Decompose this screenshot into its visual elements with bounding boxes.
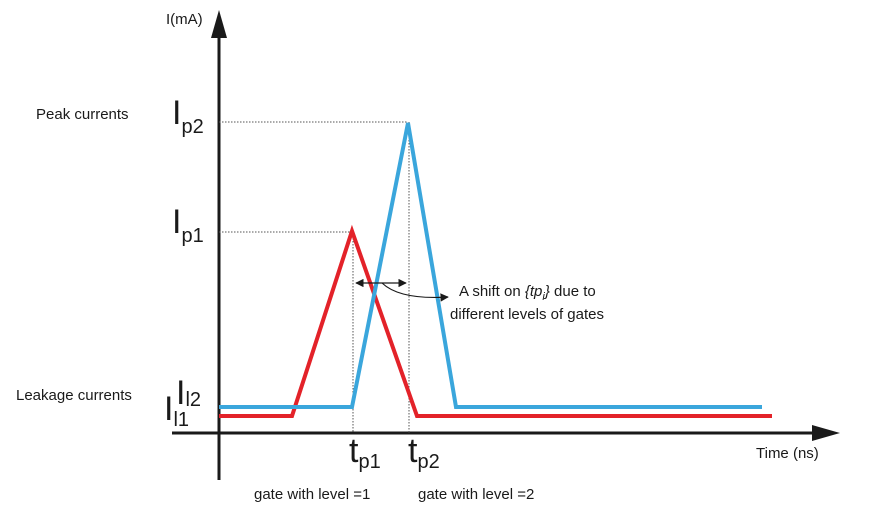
tp2-label: tp2 bbox=[408, 432, 440, 473]
il1-label: Il1 bbox=[164, 390, 189, 431]
gate-level-1-label: gate with level =1 bbox=[254, 486, 370, 503]
shift-annotation-line2: different levels of gates bbox=[450, 306, 604, 323]
x-axis-arrowhead bbox=[812, 425, 840, 441]
red-current-pulse bbox=[219, 224, 772, 418]
guide-lines bbox=[219, 121, 410, 433]
axes bbox=[172, 10, 840, 480]
ip1-label: Ip1 bbox=[172, 203, 204, 247]
tp1-label: tp1 bbox=[349, 432, 381, 473]
leakage-currents-label: Leakage currents bbox=[16, 387, 132, 404]
il2-label: Il2 bbox=[176, 374, 201, 412]
x-axis-label: Time (ns) bbox=[756, 445, 819, 462]
gate-level-2-label: gate with level =2 bbox=[418, 486, 534, 503]
shift-annotation-line1: A shift on {tpi} due to bbox=[459, 283, 596, 303]
shift-callout-arrow bbox=[381, 282, 449, 302]
blue-current-pulse bbox=[219, 122, 762, 409]
peak-currents-label: Peak currents bbox=[36, 106, 129, 123]
y-axis-arrowhead bbox=[211, 10, 227, 38]
y-axis-label: I(mA) bbox=[166, 11, 203, 28]
shift-indicator bbox=[355, 278, 449, 302]
ip2-label: Ip2 bbox=[172, 94, 204, 138]
